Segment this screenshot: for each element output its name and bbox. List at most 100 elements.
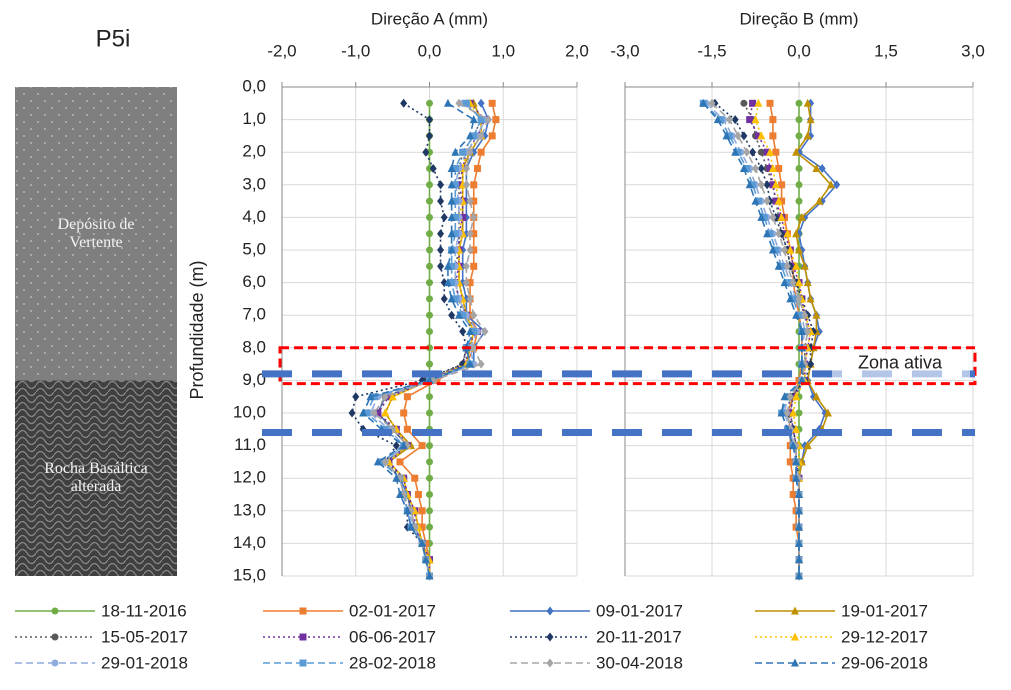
marker xyxy=(769,116,777,124)
x-tick-label: 0,0 xyxy=(418,41,442,60)
x-tick-label: 0,0 xyxy=(787,41,811,60)
marker xyxy=(743,165,751,172)
legend-label: 15-05-2017 xyxy=(101,627,188,646)
marker xyxy=(789,278,797,288)
marker xyxy=(488,132,496,140)
marker xyxy=(797,212,806,221)
marker xyxy=(751,196,760,205)
marker xyxy=(363,409,371,417)
marker xyxy=(299,659,307,667)
marker xyxy=(763,148,771,156)
marker xyxy=(299,633,307,641)
marker xyxy=(466,229,474,239)
marker xyxy=(815,196,824,205)
marker xyxy=(400,98,408,108)
marker xyxy=(447,245,456,254)
marker xyxy=(378,458,386,466)
marker xyxy=(766,99,774,107)
marker xyxy=(448,262,456,270)
marker xyxy=(370,393,378,401)
marker xyxy=(422,539,430,547)
marker xyxy=(792,310,801,319)
marker xyxy=(418,523,426,531)
y-tick-label: 6,0 xyxy=(242,272,266,291)
marker xyxy=(451,213,459,221)
marker xyxy=(426,409,433,417)
marker xyxy=(426,213,433,221)
marker xyxy=(795,116,803,124)
series-line xyxy=(702,102,803,576)
marker xyxy=(348,408,356,418)
marker xyxy=(804,327,812,336)
marker xyxy=(769,212,777,222)
marker xyxy=(469,115,478,124)
marker xyxy=(824,408,832,417)
y-tick-label: 14,0 xyxy=(233,533,266,552)
marker xyxy=(455,98,463,108)
marker xyxy=(426,262,433,270)
marker xyxy=(459,311,467,319)
y-tick-label: 10,0 xyxy=(233,402,266,421)
panel-title: Direção B (mm) xyxy=(739,9,858,28)
marker xyxy=(783,261,791,271)
marker xyxy=(786,294,795,303)
marker xyxy=(426,344,433,352)
series-line xyxy=(398,103,497,576)
marker xyxy=(795,132,803,140)
marker xyxy=(789,408,798,417)
x-tick-label: 3,0 xyxy=(961,41,985,60)
marker xyxy=(768,245,777,254)
marker xyxy=(462,278,470,288)
layer-texture xyxy=(15,87,177,381)
marker xyxy=(440,294,448,304)
marker xyxy=(739,164,748,172)
marker xyxy=(792,229,801,238)
marker xyxy=(786,245,795,254)
marker xyxy=(754,132,762,140)
marker xyxy=(485,115,492,125)
marker xyxy=(777,408,786,417)
marker xyxy=(806,294,815,303)
series-line xyxy=(797,103,838,576)
marker xyxy=(426,246,433,254)
legend-label: 30-04-2018 xyxy=(596,653,683,672)
marker xyxy=(746,116,754,124)
marker xyxy=(708,98,716,108)
marker xyxy=(470,132,478,140)
marker xyxy=(426,442,433,450)
marker xyxy=(749,99,757,107)
marker xyxy=(801,310,809,320)
marker xyxy=(780,278,789,287)
marker xyxy=(789,295,797,303)
marker xyxy=(451,197,459,205)
marker xyxy=(797,359,806,368)
marker xyxy=(791,606,799,615)
marker xyxy=(426,115,433,125)
marker xyxy=(437,229,445,239)
marker xyxy=(447,196,456,205)
marker xyxy=(466,279,474,287)
x-tick-label: -2,0 xyxy=(267,41,296,60)
marker xyxy=(426,523,433,531)
y-tick-label: 11,0 xyxy=(234,435,266,454)
marker xyxy=(795,165,803,172)
x-tick-label: -1,0 xyxy=(341,41,370,60)
layer-label: Depósito de Vertente xyxy=(57,215,135,251)
marker xyxy=(455,310,463,319)
marker xyxy=(769,132,777,140)
series-line xyxy=(711,102,809,576)
marker xyxy=(769,181,777,189)
marker xyxy=(713,115,722,124)
marker xyxy=(462,180,470,190)
marker xyxy=(426,393,433,401)
marker xyxy=(803,278,812,287)
marker xyxy=(546,632,554,642)
marker xyxy=(470,343,478,353)
marker xyxy=(757,164,765,173)
marker xyxy=(717,116,725,124)
marker xyxy=(812,164,821,172)
marker xyxy=(797,375,806,384)
marker xyxy=(426,311,433,319)
marker xyxy=(381,457,389,467)
marker xyxy=(51,633,59,641)
